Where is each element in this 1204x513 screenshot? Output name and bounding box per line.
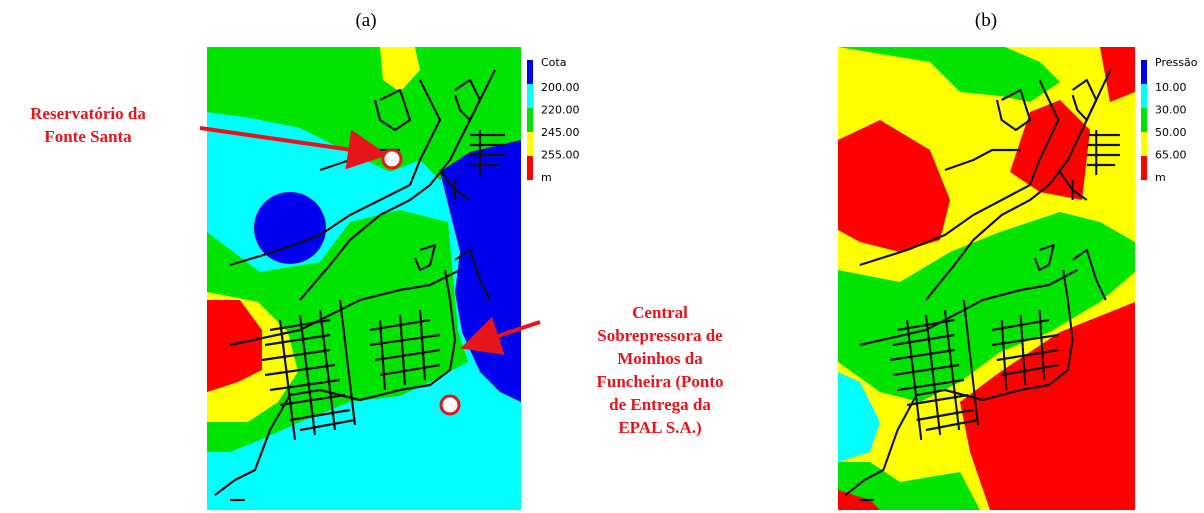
legend-swatch	[527, 84, 533, 108]
annotation-text: Sobrepressora de	[597, 326, 723, 345]
annotation-text: Funcheira (Ponto	[596, 372, 723, 391]
legend-swatch	[1141, 108, 1147, 132]
legend-swatch	[1141, 84, 1147, 108]
legend-swatch	[1141, 156, 1147, 180]
annotation-text: EPAL S.A.)	[618, 418, 701, 437]
legend-unit: m	[541, 171, 552, 184]
legend-label: 10.00	[1155, 81, 1187, 94]
legend-swatch	[1141, 60, 1147, 84]
legend-label: 50.00	[1155, 126, 1187, 139]
legend-swatch	[1141, 132, 1147, 156]
annotation-text: Moinhos da	[617, 349, 703, 368]
map-a: (a)	[207, 10, 521, 510]
legend-label: 220.00	[541, 104, 580, 117]
annotation-text: Fonte Santa	[44, 127, 132, 146]
annotation-text: Reservatório da	[30, 104, 146, 123]
legend-label: 30.00	[1155, 104, 1187, 117]
legend-label: 255.00	[541, 149, 580, 162]
annotation-text: Central	[632, 303, 688, 322]
legend-label: 245.00	[541, 126, 580, 139]
panel-label: (a)	[355, 10, 376, 31]
map-b: (b)	[838, 10, 1135, 510]
legend-title: Cota	[541, 56, 566, 69]
legend-title: Pressão	[1155, 56, 1198, 69]
legend-swatch	[527, 132, 533, 156]
legend-label: 65.00	[1155, 149, 1187, 162]
legend-swatch	[527, 108, 533, 132]
legend-label: 200.00	[541, 81, 580, 94]
figure: (a) (b) Cota 200.00 220.00 245.00 255.00 m Pre…	[0, 0, 1204, 513]
legend-swatch	[527, 60, 533, 84]
panel-label: (b)	[975, 10, 997, 31]
legend-swatch	[527, 156, 533, 180]
annotation-text: de Entrega da	[609, 395, 711, 414]
legend-unit: m	[1155, 171, 1166, 184]
